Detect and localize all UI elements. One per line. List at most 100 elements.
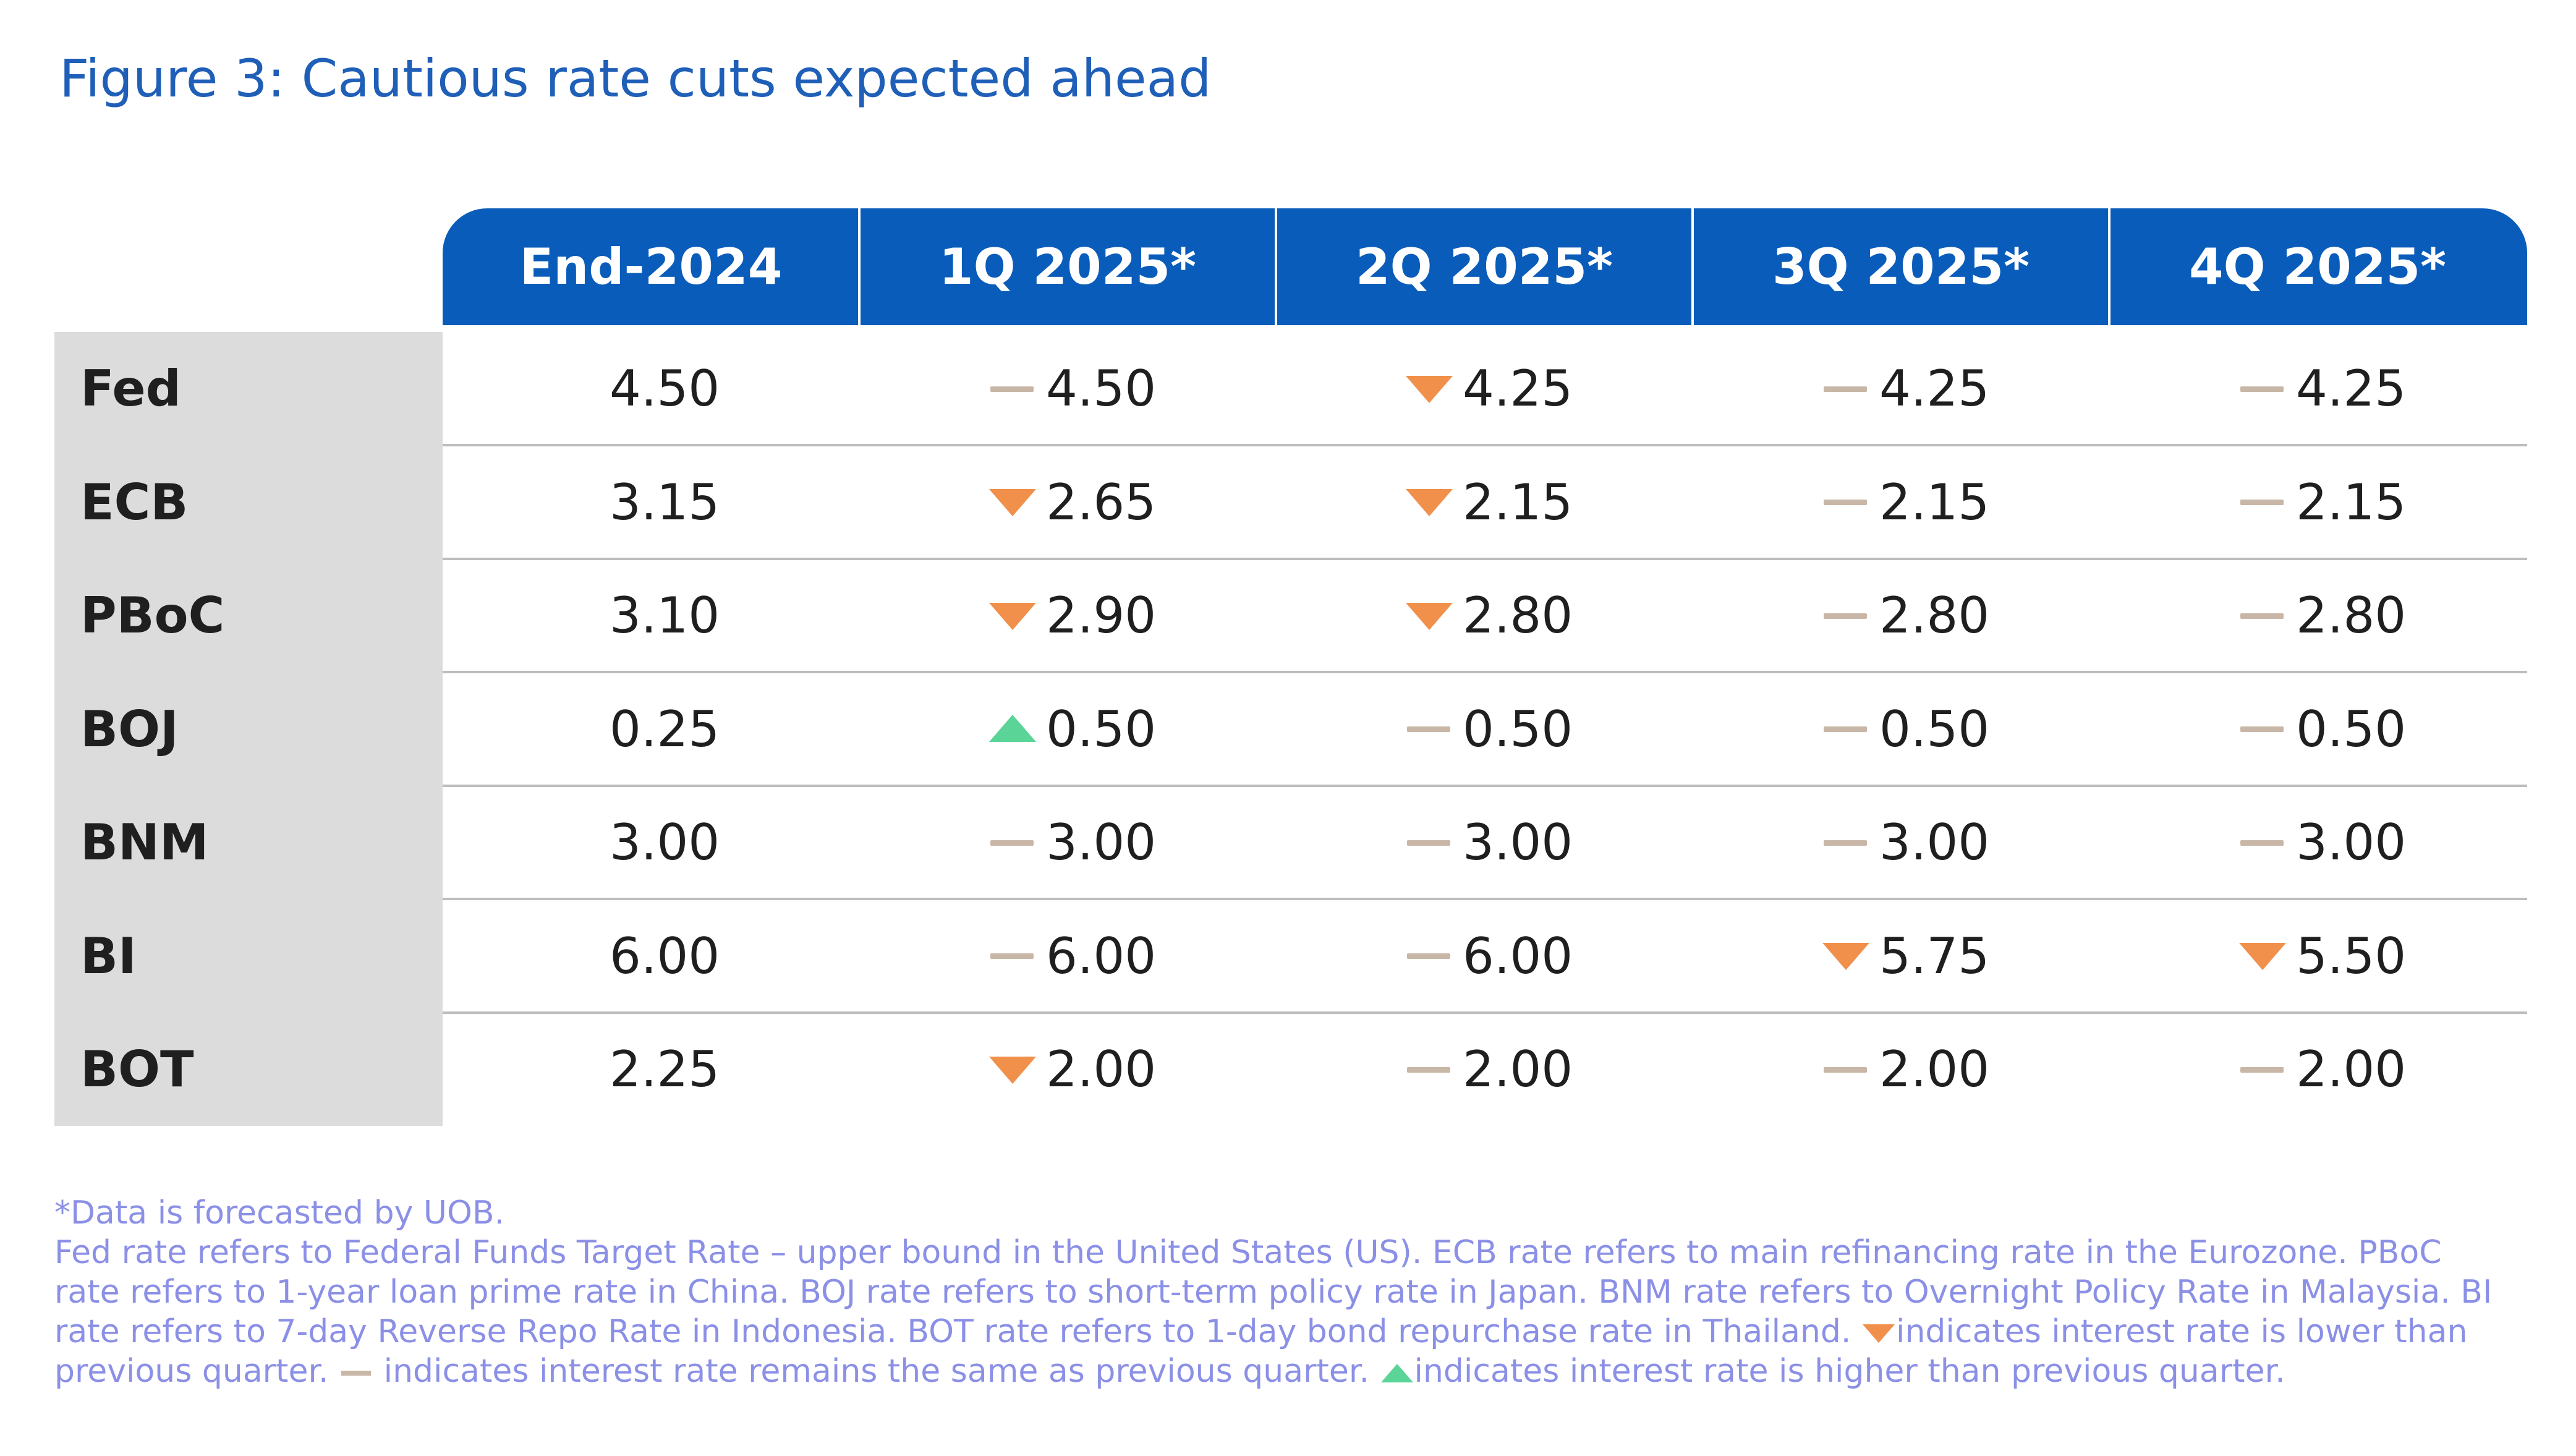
cell-value: 0.50 <box>1046 700 1157 758</box>
cell-value: 3.15 <box>610 473 720 531</box>
cell-value: 0.50 <box>1879 700 1990 758</box>
table-cell: 4.25 <box>1821 332 2238 445</box>
table-cell: 2.00 <box>1405 1013 1821 1126</box>
table-cell: 6.00 <box>610 899 1026 1013</box>
cell-value: 2.80 <box>1879 587 1990 644</box>
dash-icon <box>988 827 1037 858</box>
row-label: ECB <box>54 445 443 559</box>
table-cell: 5.50 <box>2238 899 2576 1013</box>
dash-icon <box>988 940 1037 971</box>
table-cell: 4.25 <box>2238 332 2576 445</box>
footnotes: *Data is forecasted by UOB. Fed rate ref… <box>54 1193 2502 1391</box>
cell-value: 3.00 <box>1879 814 1990 871</box>
up-triangle-icon <box>1380 1363 1414 1384</box>
dash-icon <box>1821 487 1871 517</box>
column-header: 1Q 2025* <box>938 238 1196 296</box>
cell-value: 2.00 <box>2296 1041 2407 1098</box>
cell-value: 6.00 <box>1463 927 1573 985</box>
column-header: 4Q 2025* <box>2188 238 2446 296</box>
cell-value: 2.00 <box>1879 1041 1990 1098</box>
table-cell: 2.25 <box>610 1013 1026 1126</box>
legend-down-text: indicates interest rate is lower than pr… <box>54 1313 2468 1390</box>
row-label: BNM <box>54 786 443 899</box>
table-cell: 2.80 <box>2238 559 2576 672</box>
dash-icon <box>1821 713 1871 744</box>
cell-value: 3.00 <box>1046 814 1157 871</box>
cell-value: 2.15 <box>1879 473 1990 531</box>
cell-value: 3.00 <box>1463 814 1573 871</box>
cell-value: 2.00 <box>1463 1041 1573 1098</box>
table-cell: 3.00 <box>1405 786 1821 899</box>
table-cell: 4.25 <box>1405 332 1821 445</box>
down-triangle-icon <box>1821 940 1871 971</box>
table-cell: 3.15 <box>610 445 1026 559</box>
down-triangle-icon <box>1405 373 1454 404</box>
dash-icon <box>1821 373 1871 404</box>
row-label: BI <box>54 899 443 1013</box>
table-cell: 0.50 <box>1405 672 1821 786</box>
cell-value: 2.00 <box>1046 1041 1157 1098</box>
legend-same-text: indicates interest rate remains the same… <box>383 1353 1369 1390</box>
cell-value: 4.25 <box>2296 360 2407 417</box>
table-row: PBoC 3.10 2.90 2.80 2.80 2.80 <box>54 559 2527 673</box>
row-label: Fed <box>54 332 443 445</box>
dash-icon <box>1821 827 1871 858</box>
header-separator <box>1275 208 1277 325</box>
table-cell: 0.25 <box>610 672 1026 786</box>
down-triangle-icon <box>1405 487 1454 517</box>
cell-value: 0.25 <box>610 700 720 758</box>
table-cell: 2.15 <box>1405 445 1821 559</box>
cell-value: 6.00 <box>610 927 720 985</box>
table-cell: 3.00 <box>1821 786 2238 899</box>
column-header: 2Q 2025* <box>1355 238 1613 296</box>
definitions-note: Fed rate refers to Federal Funds Target … <box>54 1233 2502 1391</box>
dash-icon <box>1405 940 1454 971</box>
row-label: PBoC <box>54 559 443 672</box>
header-separator <box>1691 208 1694 325</box>
cell-value: 5.75 <box>1879 927 1990 985</box>
dash-icon <box>1405 713 1454 744</box>
dash-icon <box>339 1363 373 1384</box>
table-cell: 2.00 <box>988 1013 1405 1126</box>
cell-value: 3.10 <box>610 587 720 644</box>
dash-icon <box>2238 600 2287 631</box>
table-row: ECB 3.15 2.65 2.15 2.15 2.15 <box>54 445 2527 560</box>
table-cell: 2.80 <box>1821 559 2238 672</box>
row-divider <box>443 671 2527 673</box>
table-cell: 6.00 <box>1405 899 1821 1013</box>
cell-value: 0.50 <box>2296 700 2407 758</box>
row-label: BOJ <box>54 672 443 786</box>
dash-icon <box>2238 713 2287 744</box>
column-header: 3Q 2025* <box>1772 238 2030 296</box>
up-triangle-icon <box>988 713 1037 744</box>
cell-value: 2.80 <box>1463 587 1573 644</box>
down-triangle-icon <box>988 600 1037 631</box>
row-divider <box>443 1011 2527 1014</box>
table-cell: 4.50 <box>988 332 1405 445</box>
cell-value: 2.90 <box>1046 587 1157 644</box>
table-cell: 0.50 <box>1821 672 2238 786</box>
table-row: Fed 4.50 4.50 4.25 4.25 4.25 <box>54 332 2527 446</box>
figure-title: Figure 3: Cautious rate cuts expected ah… <box>59 48 1212 109</box>
cell-value: 4.50 <box>610 360 720 417</box>
dash-icon <box>1821 600 1871 631</box>
table-cell: 2.80 <box>1405 559 1821 672</box>
table-cell: 2.65 <box>988 445 1405 559</box>
legend-up-text: indicates interest rate is higher than p… <box>1414 1353 2285 1390</box>
down-triangle-icon <box>1405 600 1454 631</box>
cell-value: 3.00 <box>610 814 720 871</box>
row-divider <box>443 898 2527 900</box>
cell-value: 4.25 <box>1463 360 1573 417</box>
table-cell: 4.50 <box>610 332 1026 445</box>
cell-value: 2.80 <box>2296 587 2407 644</box>
dash-icon <box>1405 1054 1454 1085</box>
down-triangle-icon <box>2238 940 2287 971</box>
table-cell: 2.15 <box>1821 445 2238 559</box>
table-cell: 2.00 <box>1821 1013 2238 1126</box>
cell-value: 2.25 <box>610 1041 720 1098</box>
header-separator <box>858 208 861 325</box>
cell-value: 6.00 <box>1046 927 1157 985</box>
table-cell: 2.90 <box>988 559 1405 672</box>
row-label: BOT <box>54 1013 443 1126</box>
forecast-note: *Data is forecasted by UOB. <box>54 1194 505 1232</box>
